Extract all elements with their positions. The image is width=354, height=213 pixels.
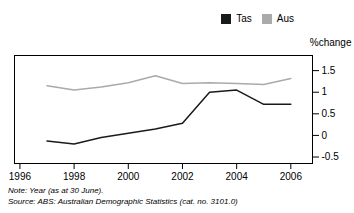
svg-text:0: 0 (322, 130, 328, 141)
svg-text:-0.5: -0.5 (322, 151, 340, 162)
svg-text:2004: 2004 (226, 171, 249, 182)
html-text:Tas: Tas (236, 13, 252, 24)
html-text:Note: Year (as at 30 June).: Note: Year (as at 30 June). (8, 186, 104, 195)
svg-text:1996: 1996 (9, 171, 32, 182)
svg-text:%change: %change (310, 37, 352, 48)
svg-text:2000: 2000 (117, 171, 140, 182)
svg-text:1.5: 1.5 (322, 65, 336, 76)
svg-text:1998: 1998 (63, 171, 86, 182)
svg-text:2006: 2006 (280, 171, 303, 182)
html-text:Source: ABS: Australian Demogr: Source: ABS: Australian Demographic Stat… (8, 197, 238, 206)
html-text:Aus: Aus (276, 13, 294, 24)
svg-text:1: 1 (322, 86, 328, 97)
svg-text:2002: 2002 (171, 171, 194, 182)
svg-text:0.5: 0.5 (322, 108, 336, 119)
